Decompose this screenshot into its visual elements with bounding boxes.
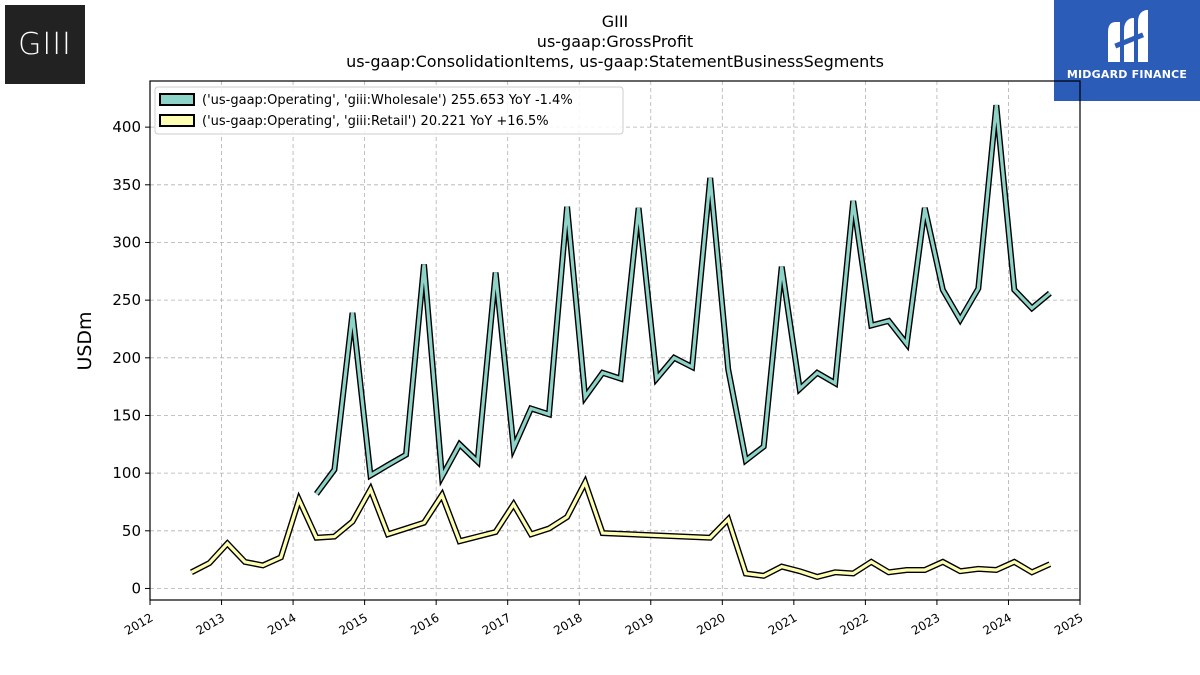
midgard-finance-logo: MIDGARD FINANCE [1054, 0, 1200, 101]
legend-entry-wholesale: ('us-gaap:Operating', 'giii:Wholesale') … [159, 93, 573, 108]
y-tick-label: 200 [112, 349, 141, 367]
title-line-3: us-gaap:ConsolidationItems, us-gaap:Stat… [346, 52, 884, 71]
series-layer [190, 104, 1052, 581]
x-tick-label: 2014 [265, 610, 298, 637]
x-tick-label: 2020 [694, 610, 727, 637]
x-tick-label: 2023 [909, 610, 942, 637]
legend-box [154, 86, 624, 135]
x-tick-label: 2015 [337, 610, 370, 637]
y-tick-label: 150 [112, 406, 141, 424]
giii-logo-text: GIII [18, 27, 72, 62]
x-tick-label: 2016 [408, 610, 441, 637]
x-axis: 2012 2013 2014 2015 2016 2017 2018 2019 2020 2021… [122, 600, 1086, 638]
series-line-0 [315, 105, 1051, 495]
x-tick-label: 2017 [480, 610, 513, 637]
legend-entry-retail: ('us-gaap:Operating', 'giii:Retail') 20.… [159, 114, 549, 129]
plot-frame [149, 80, 1081, 601]
y-tick-label: 100 [112, 464, 141, 482]
giii-logo: GIII [5, 5, 85, 84]
y-axis-label: USDm [74, 311, 96, 370]
x-tick-label: 2019 [623, 610, 656, 637]
midgard-mark-icon [1108, 10, 1148, 62]
x-tick-label: 2013 [194, 610, 227, 637]
y-tick-label: 300 [112, 233, 141, 251]
x-tick-label: 2018 [551, 610, 584, 637]
y-axis: 0 50 100 150 200 250 300 350 400 [112, 118, 150, 597]
midgard-logo-text: MIDGARD FINANCE [1066, 68, 1188, 81]
title-line-2: us-gaap:GrossProfit [537, 32, 693, 51]
legend-label-retail: ('us-gaap:Operating', 'giii:Retail') 20.… [202, 114, 549, 129]
series-line-1 [190, 478, 1051, 579]
x-tick-label: 2024 [981, 610, 1014, 637]
legend-swatch-retail [159, 114, 195, 127]
y-tick-label: 0 [131, 579, 141, 597]
x-tick-label: 2021 [766, 610, 799, 637]
legend-swatch-wholesale [159, 93, 195, 106]
y-tick-label: 400 [112, 118, 141, 136]
y-tick-label: 250 [112, 291, 141, 309]
series-outline-1 [190, 474, 1052, 581]
x-tick-label: 2025 [1052, 610, 1085, 637]
x-tick-label: 2012 [122, 610, 155, 637]
y-tick-label: 350 [112, 176, 141, 194]
legend: ('us-gaap:Operating', 'giii:Wholesale') … [154, 86, 624, 135]
legend-label-wholesale: ('us-gaap:Operating', 'giii:Wholesale') … [202, 93, 573, 108]
title-line-1: GIII [602, 12, 629, 31]
y-tick-label: 50 [122, 522, 141, 540]
x-tick-label: 2022 [837, 610, 870, 637]
chart-title: GIII us-gaap:GrossProfit us-gaap:Consoli… [346, 12, 884, 71]
